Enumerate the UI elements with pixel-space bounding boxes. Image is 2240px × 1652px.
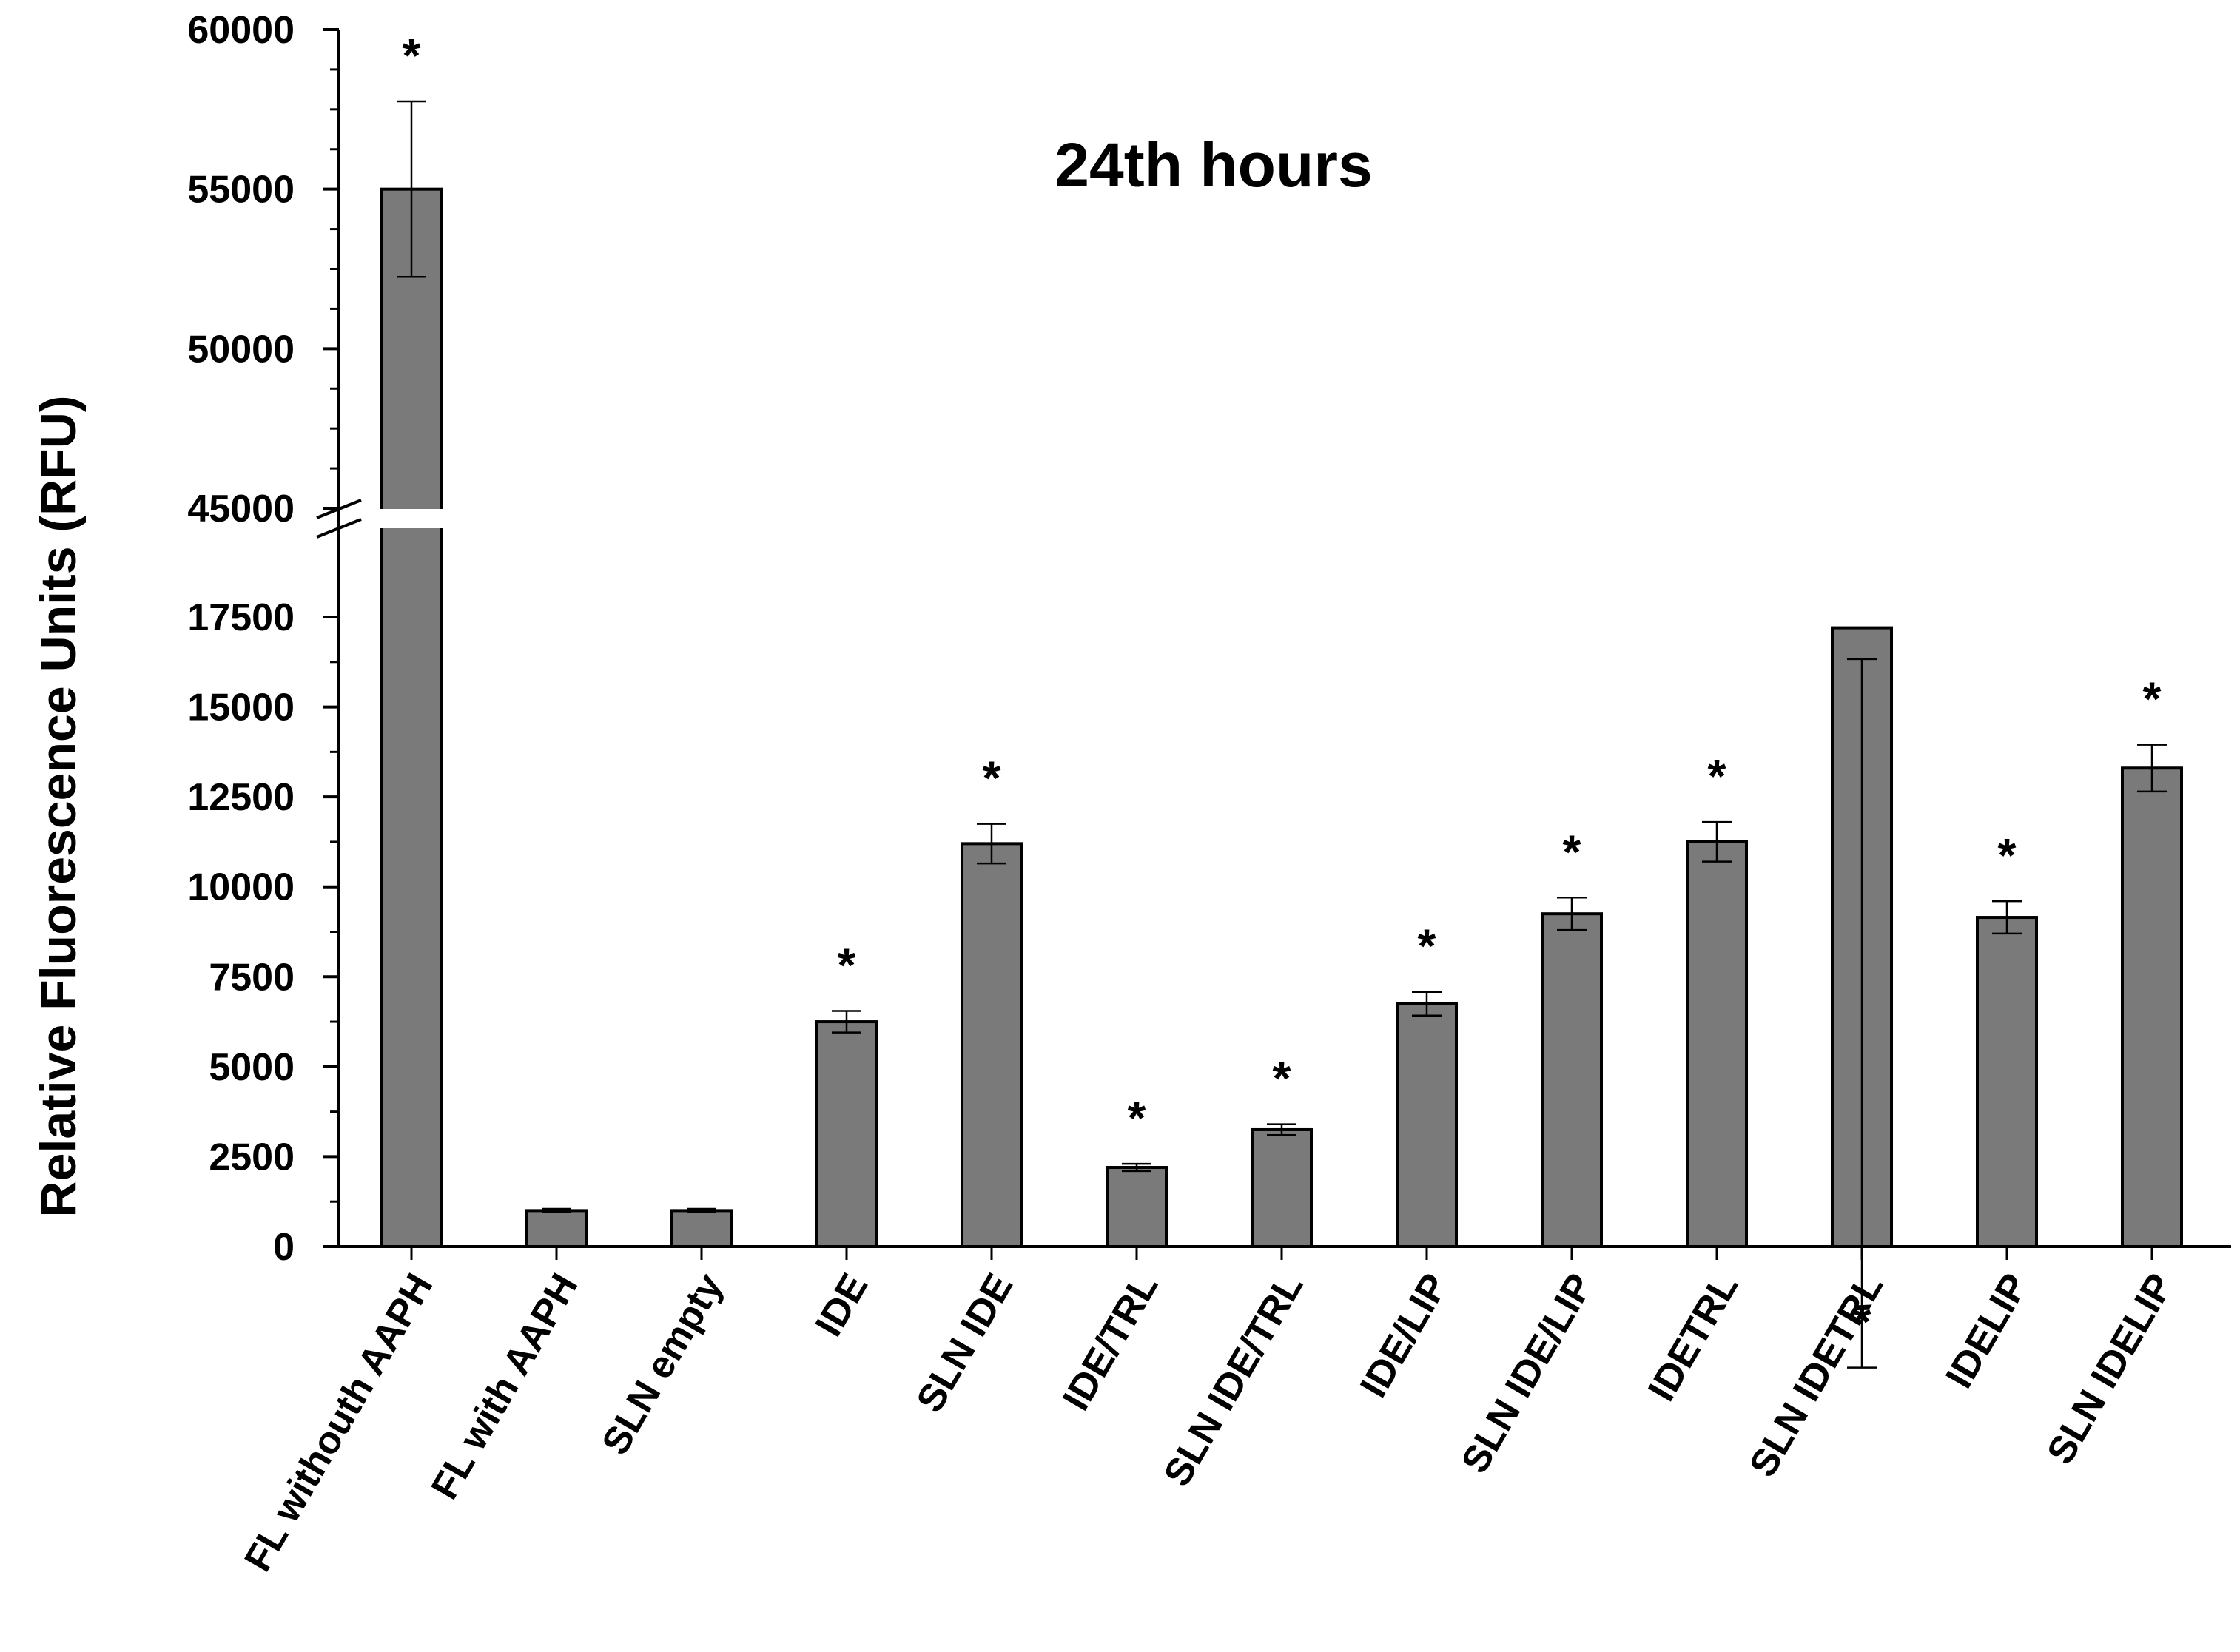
bar bbox=[670, 1209, 733, 1249]
bar bbox=[1251, 1127, 1313, 1249]
significance-marker: * bbox=[1998, 829, 2017, 882]
x-tick-label: SLN IDELIP bbox=[2039, 1267, 2182, 1471]
x-tick-label: SLN IDE/TRL bbox=[1156, 1267, 1312, 1494]
significance-marker: * bbox=[1273, 1052, 1291, 1105]
x-tick-label: SLN IDE/LIP bbox=[1453, 1267, 1601, 1480]
significance-marker: * bbox=[1563, 825, 1581, 878]
bar bbox=[961, 842, 1023, 1248]
y-tick-label: 15000 bbox=[187, 687, 295, 729]
bar bbox=[1541, 912, 1603, 1248]
chart-title: 24th hours bbox=[1055, 130, 1372, 200]
x-tick-label: SLN empty bbox=[593, 1267, 731, 1462]
bar bbox=[1686, 840, 1748, 1248]
significance-marker: * bbox=[1418, 920, 1436, 973]
y-tick-label: 55000 bbox=[187, 169, 295, 212]
x-tick-label: SLN IDETRL bbox=[1741, 1267, 1891, 1484]
x-tick-label: FL with AAPH bbox=[423, 1267, 587, 1506]
bar bbox=[380, 187, 443, 1249]
significance-marker: * bbox=[838, 938, 856, 991]
x-tick-label: IDELIP bbox=[1937, 1267, 2036, 1395]
y-tick-label: 17500 bbox=[187, 596, 295, 639]
significance-marker: * bbox=[403, 29, 421, 82]
bar bbox=[1396, 1002, 1458, 1249]
bar bbox=[525, 1209, 588, 1249]
y-tick-label: 50000 bbox=[187, 328, 295, 371]
y-tick-label: 7500 bbox=[209, 956, 295, 999]
significance-marker: * bbox=[1128, 1091, 1146, 1144]
x-tick-label: SLN IDE bbox=[909, 1267, 1022, 1420]
significance-marker: * bbox=[1853, 1295, 1871, 1349]
bar-break-gap bbox=[377, 509, 445, 528]
significance-marker: * bbox=[983, 752, 1001, 805]
y-tick-label: 10000 bbox=[187, 866, 295, 909]
bar bbox=[815, 1020, 878, 1248]
x-tick-label: IDE/TRL bbox=[1055, 1267, 1166, 1417]
y-tick-label: 2500 bbox=[209, 1136, 295, 1179]
x-tick-label: IDE/LIP bbox=[1352, 1267, 1456, 1405]
bar bbox=[2121, 766, 2183, 1248]
bar bbox=[1976, 916, 2038, 1248]
significance-marker: * bbox=[1708, 749, 1726, 803]
y-axis-title: Relative Fluorescence Units (RFU) bbox=[30, 396, 87, 1218]
axis-break-mark-lower bbox=[316, 518, 362, 539]
x-tick-label: IDETRL bbox=[1640, 1267, 1746, 1409]
bar bbox=[1106, 1166, 1168, 1248]
x-tick-label: FL withouth AAPH bbox=[236, 1267, 441, 1579]
y-tick-label: 0 bbox=[273, 1226, 295, 1269]
y-tick-label: 5000 bbox=[209, 1046, 295, 1089]
x-tick-label: IDE bbox=[807, 1267, 877, 1343]
y-tick-label: 12500 bbox=[187, 776, 295, 819]
plot-area: 0 2500 5000 7500 10000 12500 15000 17500 45000 50… bbox=[187, 9, 2231, 1579]
y-tick-label: 45000 bbox=[187, 488, 295, 530]
y-tick-label: 60000 bbox=[187, 9, 295, 52]
significance-marker: * bbox=[2143, 672, 2162, 726]
